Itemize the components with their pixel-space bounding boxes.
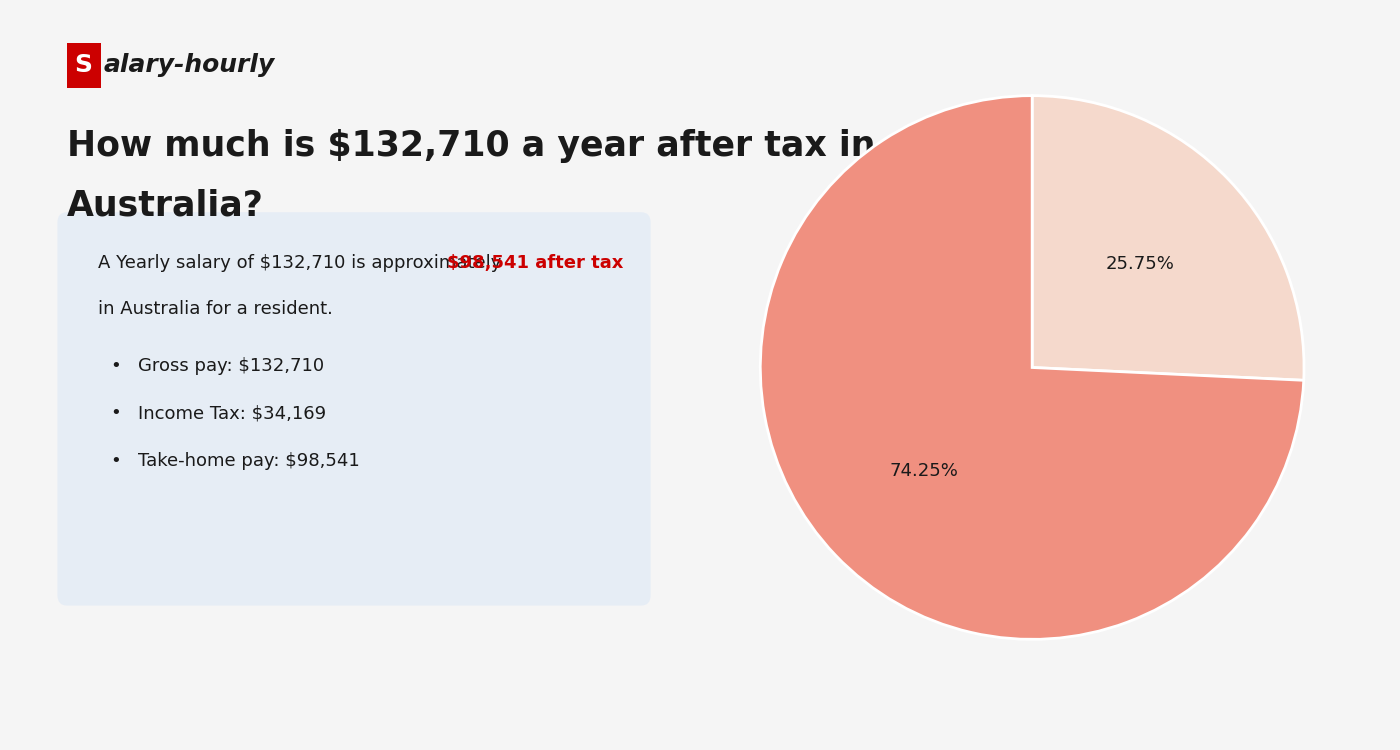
Text: A Yearly salary of $132,710 is approximately: A Yearly salary of $132,710 is approxima… bbox=[98, 254, 507, 272]
Text: •: • bbox=[111, 452, 120, 470]
Text: alary-hourly: alary-hourly bbox=[104, 53, 274, 77]
Text: Gross pay: $132,710: Gross pay: $132,710 bbox=[137, 357, 323, 375]
Text: 25.75%: 25.75% bbox=[1106, 255, 1175, 273]
Text: S: S bbox=[74, 53, 92, 77]
Text: How much is $132,710 a year after tax in: How much is $132,710 a year after tax in bbox=[67, 130, 875, 164]
FancyBboxPatch shape bbox=[57, 212, 651, 605]
Wedge shape bbox=[760, 96, 1303, 639]
Text: in Australia for a resident.: in Australia for a resident. bbox=[98, 300, 332, 318]
Text: •: • bbox=[111, 404, 120, 422]
Text: •: • bbox=[111, 357, 120, 375]
Text: Take-home pay: $98,541: Take-home pay: $98,541 bbox=[137, 452, 360, 470]
Text: Australia?: Australia? bbox=[67, 188, 263, 222]
Text: 74.25%: 74.25% bbox=[889, 462, 959, 480]
Text: Income Tax: $34,169: Income Tax: $34,169 bbox=[137, 404, 326, 422]
Text: $98,541 after tax: $98,541 after tax bbox=[448, 254, 624, 272]
FancyBboxPatch shape bbox=[67, 44, 101, 88]
Wedge shape bbox=[1032, 96, 1303, 380]
